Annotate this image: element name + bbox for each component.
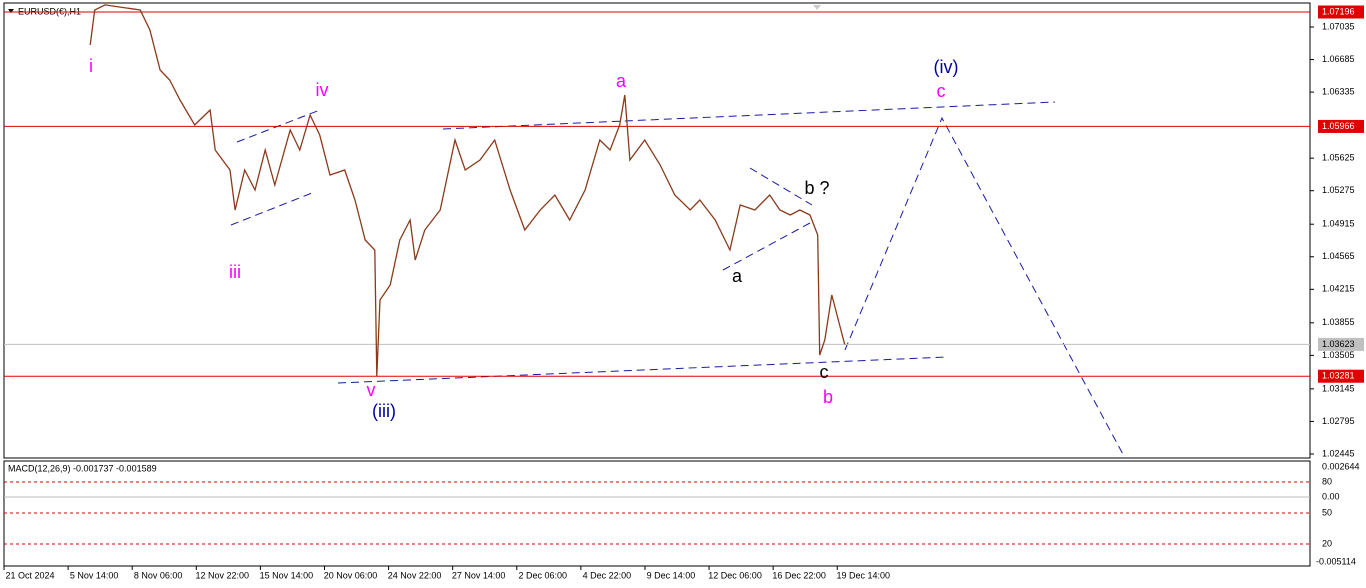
x-tick-label: 12 Dec 06:00 — [708, 570, 762, 580]
wave-label: b — [823, 387, 833, 407]
main-panel-frame — [3, 2, 1311, 459]
x-tick-label: 24 Nov 22:00 — [388, 570, 442, 580]
price-level-label: 1.03623 — [1322, 339, 1355, 349]
y-tick-label: 1.04565 — [1322, 251, 1355, 261]
trend-line — [442, 101, 1056, 130]
y-tick-label: 1.07035 — [1322, 21, 1355, 31]
x-tick-label: 15 Nov 14:00 — [260, 570, 314, 580]
x-tick-label: 12 Nov 22:00 — [196, 570, 250, 580]
y-tick-label: 1.05625 — [1322, 153, 1355, 163]
wave-label: v — [367, 380, 376, 400]
y-tick-label: 1.02795 — [1322, 416, 1355, 426]
chart-title: EURUSD(€),H1 — [18, 6, 81, 16]
indicator-axis-label: -0.005114 — [1316, 556, 1356, 566]
x-tick-label: 5 Nov 14:00 — [70, 570, 119, 580]
y-tick-label: 1.06335 — [1322, 86, 1355, 96]
wave-label: c — [937, 81, 946, 101]
trend-line — [722, 222, 811, 271]
wave-label: a — [616, 71, 627, 91]
y-tick-label: 1.03505 — [1322, 350, 1355, 360]
x-tick-label: 27 Nov 14:00 — [452, 570, 506, 580]
y-tick-label: 1.05275 — [1322, 185, 1355, 195]
indicator-axis-label: 0.00 — [1322, 491, 1340, 501]
indicator-panel: MACD(12,26,9) -0.001737 -0.001589 0.0026… — [4, 461, 1360, 566]
y-tick-label: 1.02445 — [1322, 448, 1355, 458]
indicator-title: MACD(12,26,9) -0.001737 -0.001589 — [8, 463, 157, 473]
trend-line — [337, 356, 948, 384]
wave-label: i — [89, 56, 93, 76]
price-level-label: 1.03281 — [1322, 371, 1355, 381]
projection-line — [844, 116, 1126, 459]
trend-line — [749, 167, 813, 206]
indicator-axis-label: 80 — [1322, 476, 1332, 486]
trend-line — [230, 192, 313, 226]
x-tick-label: 4 Dec 22:00 — [583, 570, 632, 580]
wave-label: b ? — [804, 178, 829, 198]
x-tick-label: 8 Nov 06:00 — [134, 570, 183, 580]
wave-label: (iii) — [372, 401, 396, 421]
x-tick-label: 19 Dec 14:00 — [836, 570, 890, 580]
price-line — [89, 4, 846, 377]
indicator-axis-label: 0.002644 — [1322, 461, 1360, 471]
wave-label: c — [820, 362, 829, 382]
y-tick-label: 1.04915 — [1322, 219, 1355, 229]
y-tick-label: 1.03855 — [1322, 317, 1355, 327]
x-tick-label: 16 Dec 22:00 — [772, 570, 826, 580]
menu-arrow[interactable] — [8, 9, 14, 13]
price-level-box — [1318, 369, 1364, 383]
y-tick-label: 1.04215 — [1322, 284, 1355, 294]
x-tick-label: 2 Dec 06:00 — [518, 570, 567, 580]
indicator-axis-label: 20 — [1322, 538, 1332, 548]
wave-label: iv — [316, 80, 329, 100]
price-level-box — [1318, 5, 1364, 19]
wave-label: iii — [229, 262, 241, 282]
price-level-box — [1318, 119, 1364, 133]
shift-marker — [813, 5, 821, 10]
wave-lines — [230, 101, 1126, 459]
y-tick-label: 1.06685 — [1322, 54, 1355, 64]
price-level-label: 1.05966 — [1322, 121, 1355, 131]
indicator-axis-label: 50 — [1322, 507, 1332, 517]
x-tick-label: 21 Oct 2024 — [5, 570, 54, 580]
wave-label: (iv) — [934, 57, 959, 77]
price-level-box — [1318, 337, 1364, 351]
x-tick-label: 20 Nov 06:00 — [324, 570, 378, 580]
x-tick-label: 9 Dec 14:00 — [647, 570, 696, 580]
y-tick-label: 1.03145 — [1322, 383, 1355, 393]
wave-label: a — [732, 266, 743, 286]
price-level-label: 1.07196 — [1322, 6, 1355, 16]
